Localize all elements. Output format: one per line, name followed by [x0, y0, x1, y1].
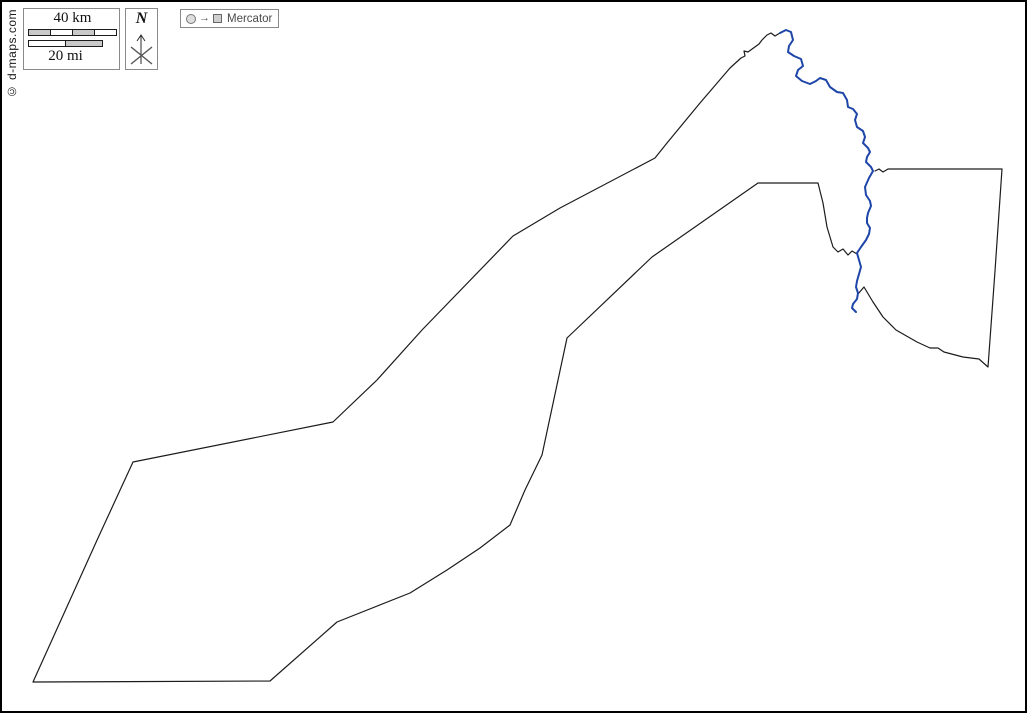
north-box: N [125, 8, 158, 70]
scale-segment [65, 41, 102, 46]
scale-segment [94, 30, 116, 35]
main-region-outline [32, 32, 858, 683]
globe-circle-icon [186, 13, 196, 24]
scale-bar-mi [28, 40, 103, 47]
scale-segment [29, 41, 65, 46]
scale-segment [72, 30, 94, 35]
copyright-text: © d-maps.com [5, 9, 19, 99]
scale-segment [29, 30, 50, 35]
scale-mi-label: 20 mi [48, 48, 83, 64]
projection-label: Mercator [227, 12, 273, 25]
east-region-outline [857, 168, 1003, 368]
compass-rose-icon [130, 34, 153, 65]
arrow-right-icon: → [199, 11, 210, 24]
projected-square-icon [213, 14, 222, 23]
river [779, 29, 874, 313]
scale-box: 40 km 20 mi [23, 8, 120, 70]
scale-segment [50, 30, 72, 35]
scale-km-label: 40 km [53, 10, 92, 26]
projection-box: → Mercator [180, 9, 280, 28]
north-label: N [135, 10, 148, 27]
scale-bar-km [28, 29, 117, 36]
